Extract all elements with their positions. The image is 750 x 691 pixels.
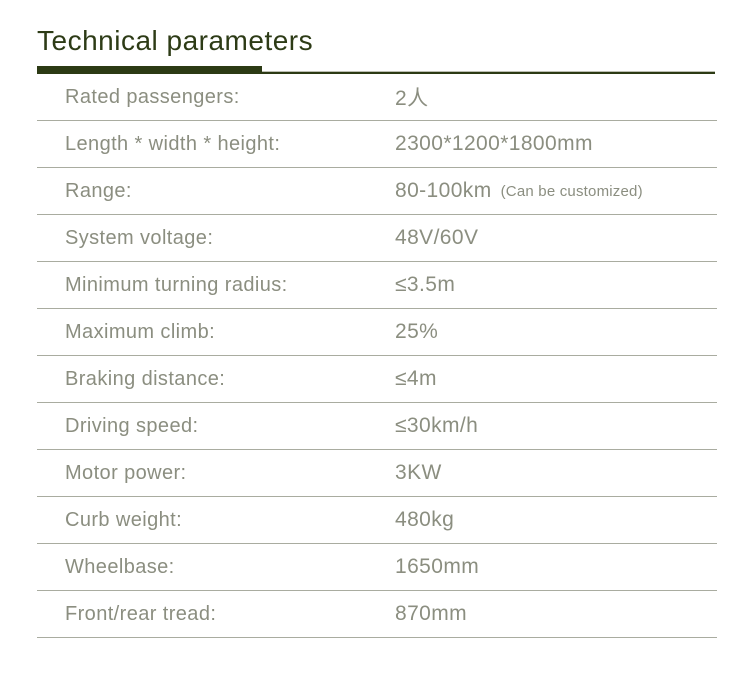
row-value: 1650mm [395, 555, 480, 578]
row-label: Front/rear tread: [65, 602, 217, 625]
row-label: Braking distance: [65, 367, 226, 390]
row-value: ≤30km/h [395, 414, 479, 437]
title-underline-bar [37, 66, 262, 74]
row-label: Rated passengers: [65, 85, 240, 108]
table-row: Motor power: 3KW [37, 450, 717, 497]
row-label: Length * width * height: [65, 132, 281, 155]
row-note: (Can be customized) [500, 182, 643, 200]
row-value: 480kg [395, 508, 455, 531]
row-value: 870mm [395, 602, 468, 625]
row-label: Minimum turning radius: [65, 273, 288, 296]
row-label: System voltage: [65, 226, 214, 249]
row-value: 48V/60V [395, 226, 479, 249]
row-value: 3KW [395, 461, 442, 484]
row-label: Maximum climb: [65, 320, 216, 343]
table-row: Curb weight: 480kg [37, 497, 717, 544]
row-label: Motor power: [65, 461, 187, 484]
row-label: Curb weight: [65, 508, 183, 531]
table-row: System voltage: 48V/60V [37, 215, 717, 262]
row-value: ≤4m [395, 367, 437, 390]
row-value: 25% [395, 320, 439, 343]
title-underline-line [262, 71, 715, 74]
content-area: Technical parameters Rated passengers: 2… [37, 24, 717, 638]
row-label: Wheelbase: [65, 555, 175, 578]
table-row: Range: 80-100km (Can be customized) [37, 168, 717, 215]
row-value: 2300*1200*1800mm [395, 132, 593, 155]
table-row: Rated passengers: 2人 [37, 74, 717, 121]
row-label: Driving speed: [65, 414, 199, 437]
row-value: ≤3.5m [395, 273, 456, 296]
table-row: Front/rear tread: 870mm [37, 591, 717, 638]
table-row: Minimum turning radius: ≤3.5m [37, 262, 717, 309]
title-underline [37, 66, 715, 74]
row-label: Range: [65, 179, 132, 202]
table-row: Length * width * height: 2300*1200*1800m… [37, 121, 717, 168]
table-row: Wheelbase: 1650mm [37, 544, 717, 591]
row-value: 80-100km [395, 179, 492, 202]
page-title: Technical parameters [37, 25, 314, 56]
table-row: Braking distance: ≤4m [37, 356, 717, 403]
row-value: 2人 [395, 87, 429, 110]
spec-table: Rated passengers: 2人 Length * width * he… [37, 74, 717, 638]
table-row: Maximum climb: 25% [37, 309, 717, 356]
table-row: Driving speed: ≤30km/h [37, 403, 717, 450]
